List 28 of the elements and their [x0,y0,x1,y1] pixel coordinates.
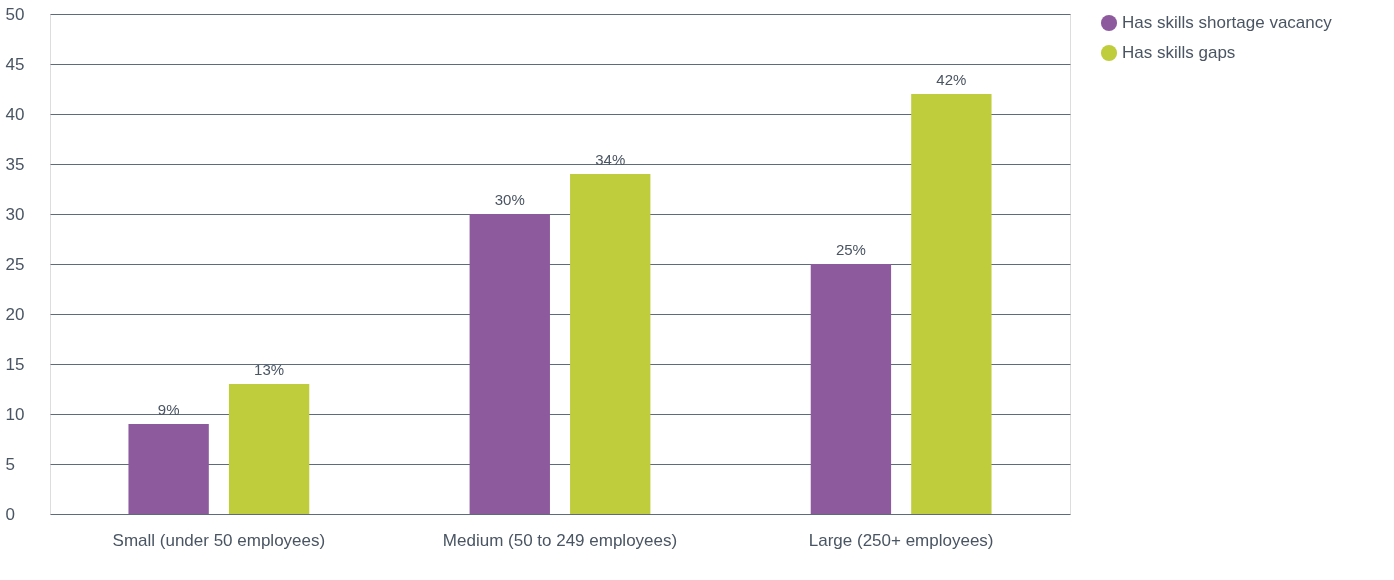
x-tick-label: Small (under 50 employees) [112,530,326,550]
bar [911,94,992,514]
bar [128,424,209,514]
data-label: 13% [254,361,285,378]
data-label: 30% [494,191,525,208]
y-tick-label: 10 [5,404,25,424]
y-tick-label: 0 [5,504,15,524]
y-tick-label: 30 [5,204,25,224]
x-tick-label: Medium (50 to 249 employees) [442,530,678,550]
data-label: 42% [936,71,967,88]
legend-label: Has skills shortage vacancy [1122,13,1333,32]
legend-label: Has skills gaps [1122,43,1236,62]
y-tick-label: 5 [5,454,15,474]
y-tick-label: 40 [5,104,25,124]
data-label: 34% [595,151,626,168]
x-tick-label: Large (250+ employees) [808,530,994,550]
data-label: 25% [835,241,866,258]
bar [469,214,550,514]
y-tick-label: 20 [5,304,25,324]
bar [810,264,892,514]
y-tick-label: 35 [5,154,25,174]
bar [228,384,310,514]
y-tick-label: 15 [5,354,25,374]
bar [570,174,651,514]
y-tick-label: 50 [5,4,25,24]
y-tick-label: 45 [5,54,25,74]
y-tick-label: 25 [5,254,25,274]
data-label: 9% [157,401,180,418]
